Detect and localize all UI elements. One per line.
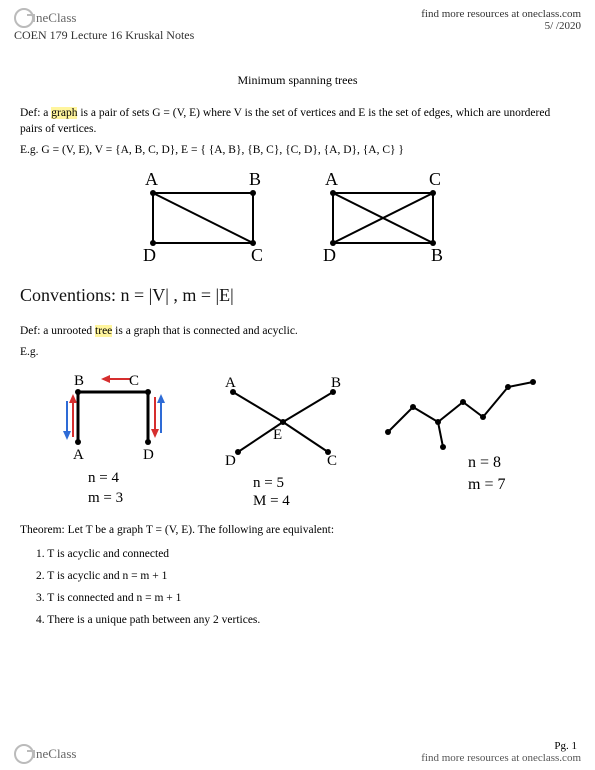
conventions: Conventions: n = |V| , m = |E| bbox=[0, 281, 595, 310]
def-tree-prefix: Def: a unrooted bbox=[20, 325, 95, 337]
t2-n: n = 5 bbox=[253, 475, 284, 491]
logo-text: neClass bbox=[36, 10, 76, 26]
t1-D: D bbox=[143, 447, 154, 463]
g2-D: D bbox=[323, 245, 336, 265]
logo-bottom: neClass bbox=[14, 744, 76, 764]
logo-top: neClass bbox=[14, 8, 76, 28]
tree2-svg: A B E D C n = 5 M = 4 bbox=[203, 367, 363, 517]
eg-sets: E.g. G = (V, E), V = {A, B, C, D}, E = {… bbox=[0, 143, 595, 159]
logo-icon-bottom bbox=[14, 744, 34, 764]
theorem-intro: Theorem: Let T be a graph T = (V, E). Th… bbox=[0, 523, 595, 539]
def-graph: Def: a graph is a pair of sets G = (V, E… bbox=[0, 106, 595, 137]
def-tree: Def: a unrooted tree is a graph that is … bbox=[0, 324, 595, 340]
resources-link[interactable]: find more resources at oneclass.com bbox=[421, 8, 581, 20]
t3-n: n = 8 bbox=[468, 454, 501, 471]
t1-n: n = 4 bbox=[88, 470, 119, 486]
def-tree-hl: tree bbox=[95, 325, 112, 337]
footer-resources[interactable]: find more resources at oneclass.com bbox=[421, 752, 581, 764]
logo-icon bbox=[14, 8, 34, 28]
t2-D: D bbox=[225, 453, 236, 469]
date-text: 5/ /2020 bbox=[421, 20, 581, 32]
t1-C: C bbox=[129, 373, 139, 389]
g1-B: B bbox=[249, 169, 261, 189]
t1-A: A bbox=[73, 447, 84, 463]
t2-E: E bbox=[273, 427, 282, 443]
tree-diagrams: A B C D n = 4 m = 3 A B E D C n = 5 M = … bbox=[0, 367, 595, 517]
theorem-2: 2. T is acyclic and n = m + 1 bbox=[36, 570, 559, 582]
t2-A: A bbox=[225, 375, 236, 391]
g2-A: A bbox=[325, 169, 338, 189]
t2-B: B bbox=[331, 375, 341, 391]
tree1-svg: A B C D n = 4 m = 3 bbox=[43, 367, 193, 517]
def-graph-hl: graph bbox=[51, 107, 77, 119]
def-tree-suffix: is a graph that is connected and acyclic… bbox=[112, 325, 298, 337]
t1-B: B bbox=[74, 373, 84, 389]
t1-m: m = 3 bbox=[88, 490, 123, 506]
theorem-list: 1. T is acyclic and connected 2. T is ac… bbox=[0, 548, 595, 626]
eg-label: E.g. bbox=[0, 345, 595, 361]
tree3-svg: n = 8 m = 7 bbox=[373, 367, 553, 517]
t2-m: M = 4 bbox=[253, 493, 290, 509]
g2-C: C bbox=[429, 169, 441, 189]
page-title: Minimum spanning trees bbox=[0, 73, 595, 88]
theorem-1: 1. T is acyclic and connected bbox=[36, 548, 559, 560]
footer: neClass find more resources at oneclass.… bbox=[0, 744, 595, 764]
g2-B: B bbox=[431, 245, 443, 265]
g1-D: D bbox=[143, 245, 156, 265]
graph-diagrams: A B C D A C B D bbox=[0, 165, 595, 275]
t3-m: m = 7 bbox=[468, 476, 505, 493]
theorem-3: 3. T is connected and n = m + 1 bbox=[36, 592, 559, 604]
header-right: find more resources at oneclass.com 5/ /… bbox=[421, 8, 581, 32]
g1-C: C bbox=[251, 245, 263, 265]
theorem-4: 4. There is a unique path between any 2 … bbox=[36, 614, 559, 626]
t2-C: C bbox=[327, 453, 337, 469]
graph2-svg: A C B D bbox=[303, 165, 473, 275]
def-graph-prefix: Def: a bbox=[20, 107, 51, 119]
def-graph-suffix: is a pair of sets G = (V, E) where V is … bbox=[20, 107, 550, 135]
graph1-svg: A B C D bbox=[123, 165, 293, 275]
g1-A: A bbox=[145, 169, 158, 189]
logo-text-bottom: neClass bbox=[36, 746, 76, 762]
